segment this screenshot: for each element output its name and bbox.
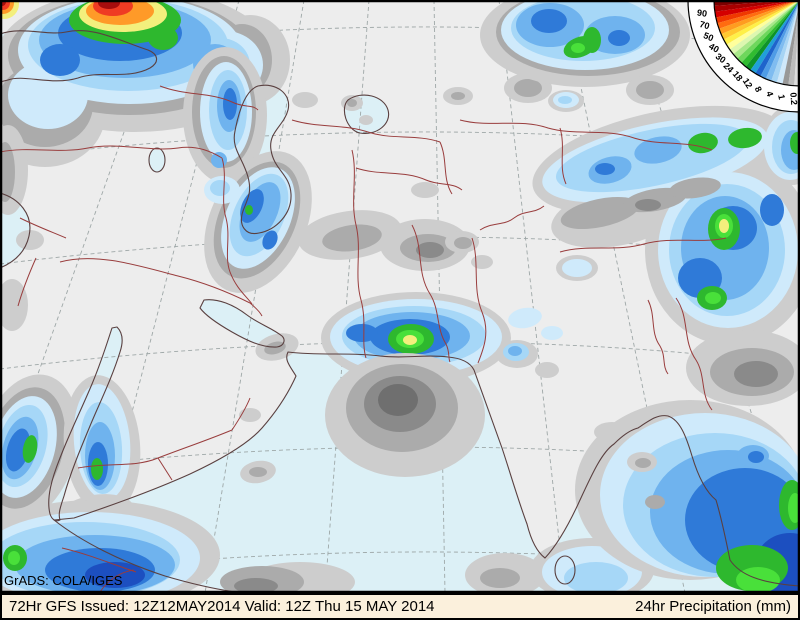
legend-color-wedge bbox=[782, 0, 800, 86]
precip-units-label: 24hr Precipitation (mm) bbox=[635, 598, 791, 615]
legend-color-wedge bbox=[776, 0, 800, 85]
footer-bar: 72Hr GFS Issued: 12Z12MAY2014 Valid: 12Z… bbox=[0, 593, 800, 620]
legend-value-label: 12 bbox=[741, 76, 755, 90]
legend-color-wedge bbox=[718, 0, 800, 35]
legend-value-label: 0.2 bbox=[788, 92, 799, 105]
legend-color-wedge bbox=[765, 0, 800, 82]
legend-color-wedge bbox=[760, 0, 800, 79]
legend-value-label: 70 bbox=[698, 19, 710, 31]
legend-value-label: 40 bbox=[707, 41, 721, 55]
legend-color-wedge bbox=[715, 0, 800, 24]
legend-value-label: 18 bbox=[731, 69, 745, 83]
legend-value-label: 30 bbox=[714, 51, 728, 65]
legend-color-wedge bbox=[750, 0, 800, 74]
legend-color-wedge bbox=[714, 0, 800, 12]
legend-value-label: 50 bbox=[702, 30, 715, 43]
legend-color-wedge bbox=[721, 0, 800, 40]
legend-color-wedge bbox=[717, 0, 800, 29]
legend-value-label: 8 bbox=[753, 85, 764, 94]
legend-color-wedge bbox=[741, 0, 800, 67]
legend-color-wedge bbox=[788, 0, 800, 86]
legend-value-label: 1 bbox=[776, 94, 787, 101]
legend-value-label: 24 bbox=[721, 61, 735, 75]
map-frame bbox=[0, 0, 800, 593]
legend-color-wedge bbox=[733, 0, 800, 59]
legend-color-wedge bbox=[745, 0, 800, 71]
legend-value-label: 4 bbox=[764, 90, 775, 98]
legend-value-label: 90 bbox=[696, 8, 707, 19]
legend-color-wedge bbox=[771, 0, 800, 83]
country-borders-layer bbox=[0, 85, 727, 593]
precipitation-layer bbox=[0, 0, 800, 593]
legend-color-wedge bbox=[737, 0, 800, 63]
legend-color-wedge bbox=[723, 0, 800, 45]
legend-color-wedge bbox=[729, 0, 800, 55]
issued-valid-text: 72Hr GFS Issued: 12Z12MAY2014 Valid: 12Z… bbox=[9, 598, 435, 615]
legend-color-wedge bbox=[755, 0, 800, 77]
credit-text: GrADS: COLA/IGES bbox=[4, 573, 123, 588]
legend-color-wedge bbox=[726, 0, 800, 50]
legend-color-wedge bbox=[714, 0, 800, 18]
